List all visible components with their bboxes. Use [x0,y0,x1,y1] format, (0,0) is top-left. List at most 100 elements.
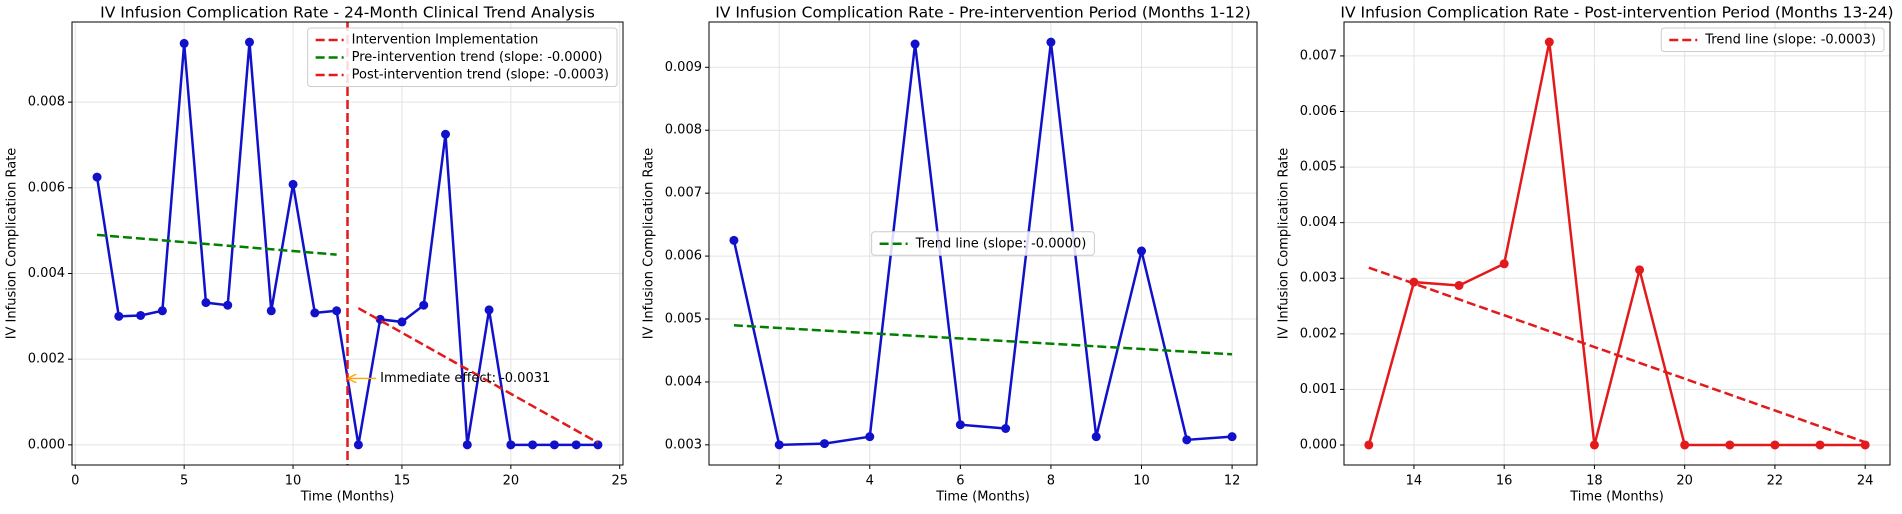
data-point [114,311,124,321]
x-tick-label: 24 [1857,474,1874,489]
x-tick-label: 20 [1676,474,1693,489]
data-point [462,440,472,450]
y-tick-label: 0.001 [1300,382,1337,397]
data-point [92,172,102,182]
data-point [819,439,829,449]
legend-box [1660,27,1885,52]
x-axis-label: Time (Months) [935,490,1030,505]
subplot: IV Infusion Complication Rate - 24-Month… [5,4,629,505]
data-point [549,440,559,450]
x-tick-label: 20 [503,474,520,489]
data-point [506,440,516,450]
data-point [201,298,211,308]
x-tick-label: 16 [1496,474,1513,489]
plot-frame [708,21,1258,466]
trend-line [733,324,1233,356]
data-point [288,179,298,189]
y-axis-label: IV Infusion Complication Rate [1277,148,1292,340]
x-tick-label: 4 [866,474,874,489]
data-point [1091,432,1101,442]
data-point [1409,277,1419,287]
data-point [1725,440,1735,450]
subplot: IV Infusion Complication Rate - Post-int… [1277,4,1894,505]
legend: Intervention Implementation Pre-intervent… [307,27,618,87]
data-point [1635,265,1645,275]
data-point [157,306,167,316]
data-line [732,41,1233,447]
data-point [353,440,363,450]
x-axis-label: Time (Months) [300,490,395,505]
trend-line [96,233,337,256]
data-point [1589,440,1599,450]
data-point [179,38,189,48]
x-tick-label: 22 [1767,474,1784,489]
x-tick-label: 10 [285,474,302,489]
plot-frame [71,21,624,466]
data-point [484,305,494,315]
legend-box [871,231,1095,256]
x-tick-label: 12 [1224,474,1241,489]
data-point [1046,37,1056,47]
trend-line [357,307,599,444]
data-point [528,440,538,450]
legend: Trend line (slope: -0.0003) [1660,27,1885,52]
data-point [1227,432,1237,442]
trend-line [1368,266,1866,444]
y-axis-label: IV Infusion Complication Rate [5,148,20,340]
legend-label: Pre-intervention trend (slope: -0.0000) [352,50,603,65]
data-point [1454,280,1464,290]
data-point [1137,246,1147,256]
y-tick-label: 0.006 [665,249,702,264]
y-tick-label: 0.004 [665,374,702,389]
chart-title: IV Infusion Complication Rate - 24-Month… [100,4,595,22]
data-point [1680,440,1690,450]
y-tick-label: 0.005 [1300,160,1337,175]
plot-frame [1343,21,1891,466]
data-point [244,37,254,47]
data-point [1364,440,1374,450]
data-point [310,308,320,318]
y-tick-label: 0.008 [665,123,702,138]
chart-title: IV Infusion Complication Rate - Post-int… [1340,4,1893,22]
legend-label: Intervention Implementation [352,33,539,48]
data-point [955,420,965,430]
data-point [223,300,233,310]
data-point [729,235,739,245]
x-axis-label: Time (Months) [1569,490,1664,505]
legend-label: Trend line (slope: -0.0000) [915,236,1087,251]
y-tick-label: 0.004 [28,266,65,281]
x-tick-label: 18 [1586,474,1603,489]
legend: Trend line (slope: -0.0000) [871,231,1095,256]
data-point [266,306,276,316]
y-tick-label: 0.002 [1300,326,1337,341]
x-tick-label: 8 [1047,474,1055,489]
data-point [865,432,875,442]
data-point [910,39,920,49]
y-tick-label: 0.009 [665,60,702,75]
data-point [1544,37,1554,47]
data-line [1367,41,1866,447]
data-point [1815,440,1825,450]
data-point [593,440,603,450]
x-tick-label: 2 [775,474,783,489]
x-tick-label: 14 [1406,474,1423,489]
legend-label: Post-intervention trend (slope: -0.0003) [352,68,609,83]
x-tick-label: 25 [611,474,628,489]
data-point [397,317,407,327]
data-point [441,129,451,139]
y-tick-label: 0.000 [28,437,65,452]
x-tick-label: 10 [1133,474,1150,489]
data-point [774,440,784,450]
y-tick-label: 0.003 [665,437,702,452]
y-tick-label: 0.000 [1300,437,1337,452]
subplot: IV Infusion Complication Rate - Pre-inte… [642,4,1258,505]
y-tick-label: 0.003 [1300,271,1337,286]
y-tick-label: 0.007 [1300,48,1337,63]
data-point [1770,440,1780,450]
annotation: Immediate effect: -0.0031 [380,371,550,386]
legend-box [307,27,618,87]
y-axis-label: IV Infusion Complication Rate [642,148,657,340]
y-tick-label: 0.006 [1300,104,1337,119]
